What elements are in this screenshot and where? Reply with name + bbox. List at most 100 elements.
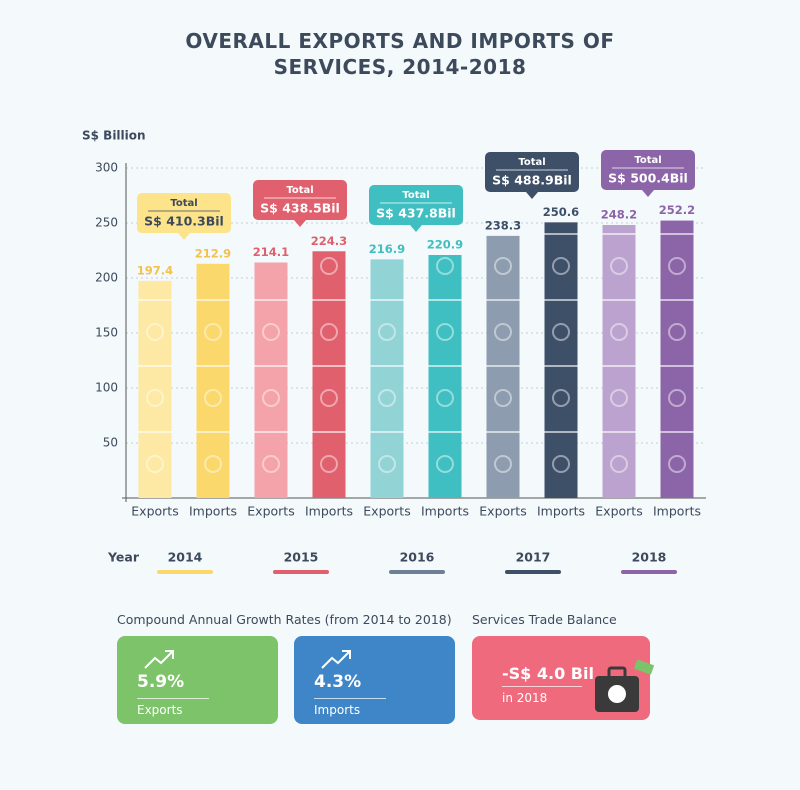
value-label: 216.9	[369, 242, 405, 256]
bar-pattern	[610, 389, 628, 407]
balance-note: in 2018	[502, 686, 582, 705]
bar-pattern	[494, 389, 512, 407]
total-callout	[253, 180, 347, 220]
bar	[544, 222, 578, 498]
bar-pattern	[552, 389, 570, 407]
total-label: Total	[286, 185, 313, 196]
bar-pattern	[610, 455, 628, 473]
balance-title: Services Trade Balance	[472, 612, 617, 627]
growth-label: Imports	[314, 698, 386, 717]
bar-pattern	[262, 455, 280, 473]
y-tick-label: 250	[95, 216, 118, 230]
x-tick-label: Imports	[305, 504, 353, 519]
year-value: 2017	[516, 550, 551, 565]
bar-pattern	[668, 257, 686, 275]
total-value: S$ 438.5Bil	[260, 201, 340, 216]
y-tick-label: 300	[95, 161, 118, 175]
x-tick-label: Exports	[131, 504, 178, 519]
total-label: Total	[634, 155, 661, 166]
y-tick-label: 50	[103, 436, 118, 450]
year-value: 2015	[284, 550, 319, 565]
bar-pattern	[378, 455, 396, 473]
bar-pattern	[436, 389, 454, 407]
callout-pointer	[410, 225, 422, 232]
bar-pattern	[668, 389, 686, 407]
value-label: 248.2	[601, 207, 637, 221]
bar-pattern	[494, 455, 512, 473]
x-tick-label: Imports	[421, 504, 469, 519]
year-swatch	[389, 570, 445, 574]
bar-pattern	[494, 323, 512, 341]
arrow-icon	[321, 650, 351, 669]
total-label: Total	[518, 157, 545, 168]
y-tick-label: 100	[95, 381, 118, 395]
bar-pattern	[610, 257, 628, 275]
bar-pattern	[146, 389, 164, 407]
chart-title: OVERALL EXPORTS AND IMPORTS OF SERVICES,…	[185, 29, 615, 79]
bar-pattern	[436, 257, 454, 275]
value-label: 238.3	[485, 218, 521, 232]
x-tick-label: Imports	[189, 504, 237, 519]
year-value: 2016	[400, 550, 435, 565]
total-value: S$ 488.9Bil	[492, 173, 572, 188]
year-swatch	[621, 570, 677, 574]
year-swatch	[505, 570, 561, 574]
bar-pattern	[320, 389, 338, 407]
x-tick-label: Exports	[363, 504, 410, 519]
callout-pointer	[178, 233, 190, 240]
bar	[196, 263, 230, 498]
bar-pattern	[552, 455, 570, 473]
bar	[312, 251, 346, 498]
bar	[254, 262, 288, 498]
value-label: 250.6	[543, 205, 579, 219]
bar-pattern	[668, 455, 686, 473]
bar	[428, 255, 462, 498]
bar	[602, 224, 636, 499]
callout-pointer	[526, 192, 538, 199]
growth-card: 5.9% Exports	[117, 636, 278, 724]
bar-pattern	[204, 455, 222, 473]
year-label: Year	[107, 550, 140, 565]
bar-pattern	[552, 323, 570, 341]
bar-pattern	[320, 455, 338, 473]
total-callout	[601, 150, 695, 190]
x-tick-label: Exports	[247, 504, 294, 519]
y-tick-label: 200	[95, 271, 118, 285]
value-label: 197.4	[137, 263, 173, 277]
year-swatch	[273, 570, 329, 574]
value-label: 214.1	[253, 245, 289, 259]
arrow-icon	[144, 650, 174, 669]
chart: S$ Billion Year 50 100 150 200 250 300 Exports…	[82, 129, 706, 574]
value-label: 252.2	[659, 203, 695, 217]
bar-pattern	[320, 323, 338, 341]
y-axis-label: S$ Billion	[82, 129, 146, 143]
callout-pointer	[294, 220, 306, 227]
bar	[660, 220, 694, 498]
y-tick-label: 150	[95, 326, 118, 340]
balance-value: -S$ 4.0 Bil	[502, 664, 594, 683]
bar-pattern	[146, 323, 164, 341]
value-label: 224.3	[311, 234, 347, 248]
bar-pattern	[320, 257, 338, 275]
total-callout	[485, 152, 579, 192]
bar-pattern	[262, 389, 280, 407]
bar-pattern	[378, 323, 396, 341]
total-callout	[369, 185, 463, 225]
bar-pattern	[610, 323, 628, 341]
total-value: S$ 410.3Bil	[144, 214, 224, 229]
year-value: 2018	[632, 550, 667, 565]
bar-pattern	[204, 323, 222, 341]
growth-value: 5.9%	[137, 672, 185, 692]
x-tick-label: Exports	[595, 504, 642, 519]
bar-pattern	[668, 323, 686, 341]
bar-pattern	[262, 323, 280, 341]
value-label: 220.9	[427, 238, 463, 252]
total-value: S$ 500.4Bil	[608, 171, 688, 186]
bar	[138, 280, 172, 498]
callout-pointer	[642, 190, 654, 197]
total-callout	[137, 193, 231, 233]
x-tick-label: Imports	[537, 504, 585, 519]
bar-pattern	[552, 257, 570, 275]
bar-pattern	[378, 389, 396, 407]
